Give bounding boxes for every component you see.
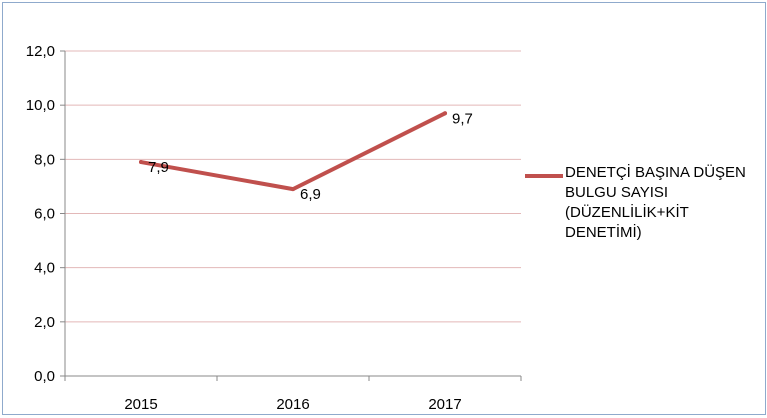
legend-swatch xyxy=(525,174,563,178)
series-layer xyxy=(139,111,447,192)
axes xyxy=(60,50,522,381)
y-tick-label: 6,0 xyxy=(34,206,55,223)
legend-entry-label: DENETÇİ BAŞINA DÜŞEN BULGU SAYISI (DÜZEN… xyxy=(565,164,746,241)
y-tick-label: 10,0 xyxy=(26,97,55,114)
data-point xyxy=(139,160,143,165)
data-label: 6,9 xyxy=(300,186,321,203)
y-tick-label: 0,0 xyxy=(34,368,55,385)
gridlines xyxy=(65,50,521,323)
y-tick-label: 4,0 xyxy=(34,260,55,277)
y-tick-label: 12,0 xyxy=(26,43,55,60)
line-chart: 0,0 2,0 4,0 6,0 8,0 10,0 12,0 2015 2016 2017 7,9… xyxy=(26,43,522,413)
x-tick-label: 2015 xyxy=(124,396,157,413)
data-label: 9,7 xyxy=(452,110,473,127)
x-tick-label: 2017 xyxy=(428,396,461,413)
y-axis-tick-labels: 0,0 2,0 4,0 6,0 8,0 10,0 12,0 xyxy=(26,43,55,385)
x-tick-label: 2016 xyxy=(276,396,309,413)
data-point xyxy=(291,187,295,192)
x-axis-tick-labels: 2015 2016 2017 xyxy=(124,396,461,413)
series-line xyxy=(139,111,447,192)
y-tick-label: 8,0 xyxy=(34,151,55,168)
y-tick-label: 2,0 xyxy=(34,314,55,331)
data-label: 7,9 xyxy=(148,159,169,176)
data-point xyxy=(443,111,447,116)
data-labels: 7,9 6,9 9,7 xyxy=(148,110,473,203)
